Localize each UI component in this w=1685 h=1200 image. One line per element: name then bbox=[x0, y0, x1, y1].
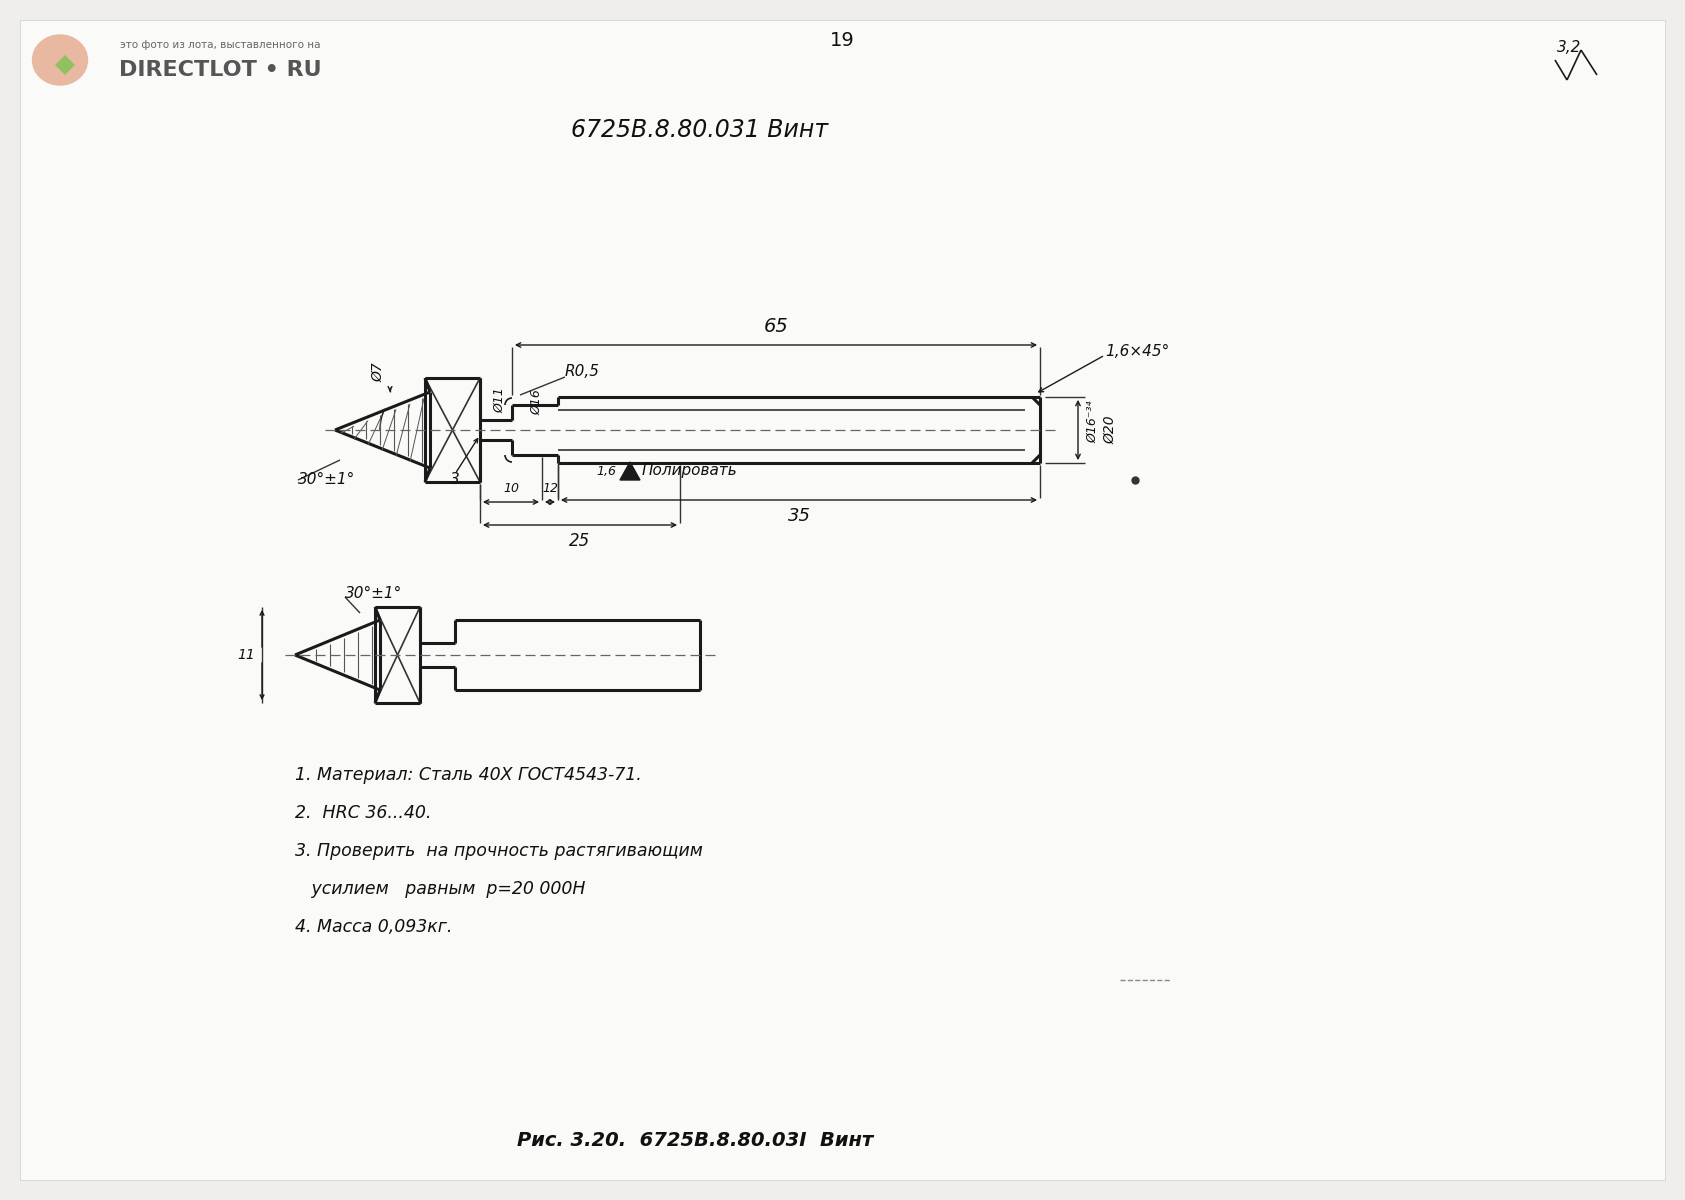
Text: 11: 11 bbox=[238, 648, 254, 662]
Text: 25: 25 bbox=[570, 532, 591, 550]
Polygon shape bbox=[56, 55, 76, 74]
Text: 2.  HRC 36...40.: 2. HRC 36...40. bbox=[295, 804, 431, 822]
Polygon shape bbox=[620, 462, 640, 480]
Text: 30°±1°: 30°±1° bbox=[345, 586, 403, 600]
Text: 6725B.8.80.031 Винт: 6725B.8.80.031 Винт bbox=[571, 118, 829, 142]
FancyBboxPatch shape bbox=[20, 20, 1665, 1180]
Text: 65: 65 bbox=[763, 318, 789, 336]
Text: 3,2: 3,2 bbox=[1557, 41, 1582, 55]
Text: 3: 3 bbox=[450, 473, 460, 487]
Text: это фото из лота, выставленного на: это фото из лота, выставленного на bbox=[120, 40, 320, 50]
Ellipse shape bbox=[32, 35, 88, 85]
Text: 10: 10 bbox=[504, 481, 519, 494]
Text: R0,5: R0,5 bbox=[564, 365, 600, 379]
Text: 12: 12 bbox=[543, 481, 558, 494]
Text: 1,6×45°: 1,6×45° bbox=[1105, 344, 1169, 360]
Text: Ø11: Ø11 bbox=[494, 388, 507, 413]
Text: Ø16: Ø16 bbox=[531, 389, 544, 415]
Text: Ø20: Ø20 bbox=[1104, 415, 1117, 444]
Text: 19: 19 bbox=[829, 30, 854, 49]
Text: Полировать: Полировать bbox=[642, 463, 738, 479]
Text: усилием   равным  р=20 000Н: усилием равным р=20 000Н bbox=[295, 880, 585, 898]
Text: Ø16⁻³⁴: Ø16⁻³⁴ bbox=[1087, 401, 1100, 443]
Text: 30°±1°: 30°±1° bbox=[298, 473, 356, 487]
Text: 35: 35 bbox=[787, 506, 810, 526]
Text: Рис. 3.20.  6725В.8.80.03I  Винт: Рис. 3.20. 6725В.8.80.03I Винт bbox=[517, 1130, 873, 1150]
Text: 1. Материал: Сталь 40Х ГОСТ4543-71.: 1. Материал: Сталь 40Х ГОСТ4543-71. bbox=[295, 766, 642, 784]
Text: 1,6: 1,6 bbox=[596, 464, 617, 478]
Text: 3. Проверить  на прочность растягивающим: 3. Проверить на прочность растягивающим bbox=[295, 842, 703, 860]
Text: DIRECTLOT • RU: DIRECTLOT • RU bbox=[118, 60, 322, 80]
Text: 4. Масса 0,093кг.: 4. Масса 0,093кг. bbox=[295, 918, 452, 936]
Text: Ø7: Ø7 bbox=[371, 362, 384, 382]
